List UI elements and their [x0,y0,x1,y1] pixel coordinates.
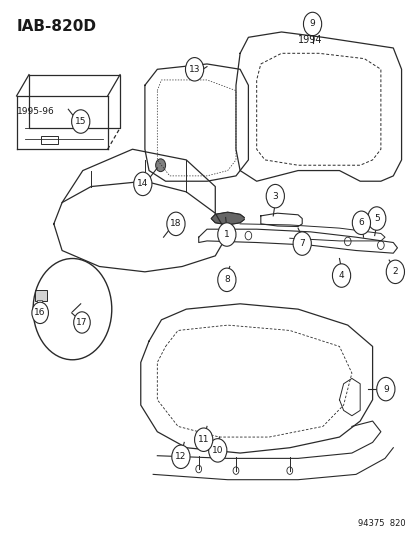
Circle shape [233,467,238,474]
Text: 94375  820: 94375 820 [357,519,405,528]
Text: 1995-96: 1995-96 [17,107,54,116]
Bar [35,290,47,301]
Circle shape [344,237,350,246]
Circle shape [303,12,321,36]
Circle shape [74,312,90,333]
Circle shape [292,232,311,255]
Text: 10: 10 [211,446,223,455]
Circle shape [185,58,203,81]
Circle shape [332,264,350,287]
Circle shape [133,172,152,196]
Polygon shape [211,212,244,225]
Circle shape [367,207,385,230]
Text: 2: 2 [392,268,397,276]
Text: 6: 6 [358,219,363,227]
Circle shape [71,110,90,133]
Text: 8: 8 [223,276,229,284]
Text: 9: 9 [309,20,315,28]
Text: IAB-820D: IAB-820D [17,19,96,34]
Circle shape [351,211,370,235]
Circle shape [208,439,226,462]
Text: 13: 13 [188,65,200,74]
Circle shape [385,260,404,284]
Circle shape [195,465,201,473]
Text: 1994: 1994 [297,35,322,45]
Circle shape [376,377,394,401]
Text: 9: 9 [382,385,388,393]
Circle shape [194,428,212,451]
Text: 7: 7 [299,239,304,248]
Text: 11: 11 [197,435,209,444]
Circle shape [32,302,48,324]
Text: 5: 5 [373,214,379,223]
Circle shape [286,467,292,474]
Text: 16: 16 [34,309,46,317]
Circle shape [377,241,383,249]
Text: 1: 1 [223,230,229,239]
Circle shape [166,212,185,236]
Text: 14: 14 [137,180,148,188]
Circle shape [266,184,284,208]
Circle shape [217,268,235,292]
Bar [37,300,42,306]
Bar [41,136,58,144]
Circle shape [217,223,235,246]
Circle shape [244,231,251,240]
Text: 12: 12 [175,453,186,461]
Text: 4: 4 [338,271,344,280]
Circle shape [155,159,165,172]
Circle shape [171,445,190,469]
Text: 17: 17 [76,318,88,327]
Circle shape [294,234,301,243]
Text: 3: 3 [272,192,278,200]
Text: 18: 18 [170,220,181,228]
Text: 15: 15 [75,117,86,126]
